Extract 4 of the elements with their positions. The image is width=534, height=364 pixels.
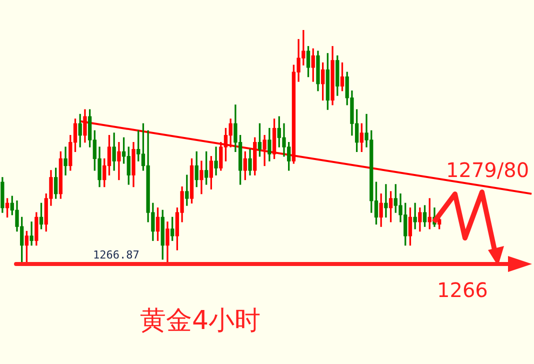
text: 黄金4小时	[140, 306, 261, 336]
text: 1266	[437, 278, 488, 302]
annotation: 1266.87	[93, 248, 140, 262]
annotation: 1279/80	[446, 158, 530, 182]
